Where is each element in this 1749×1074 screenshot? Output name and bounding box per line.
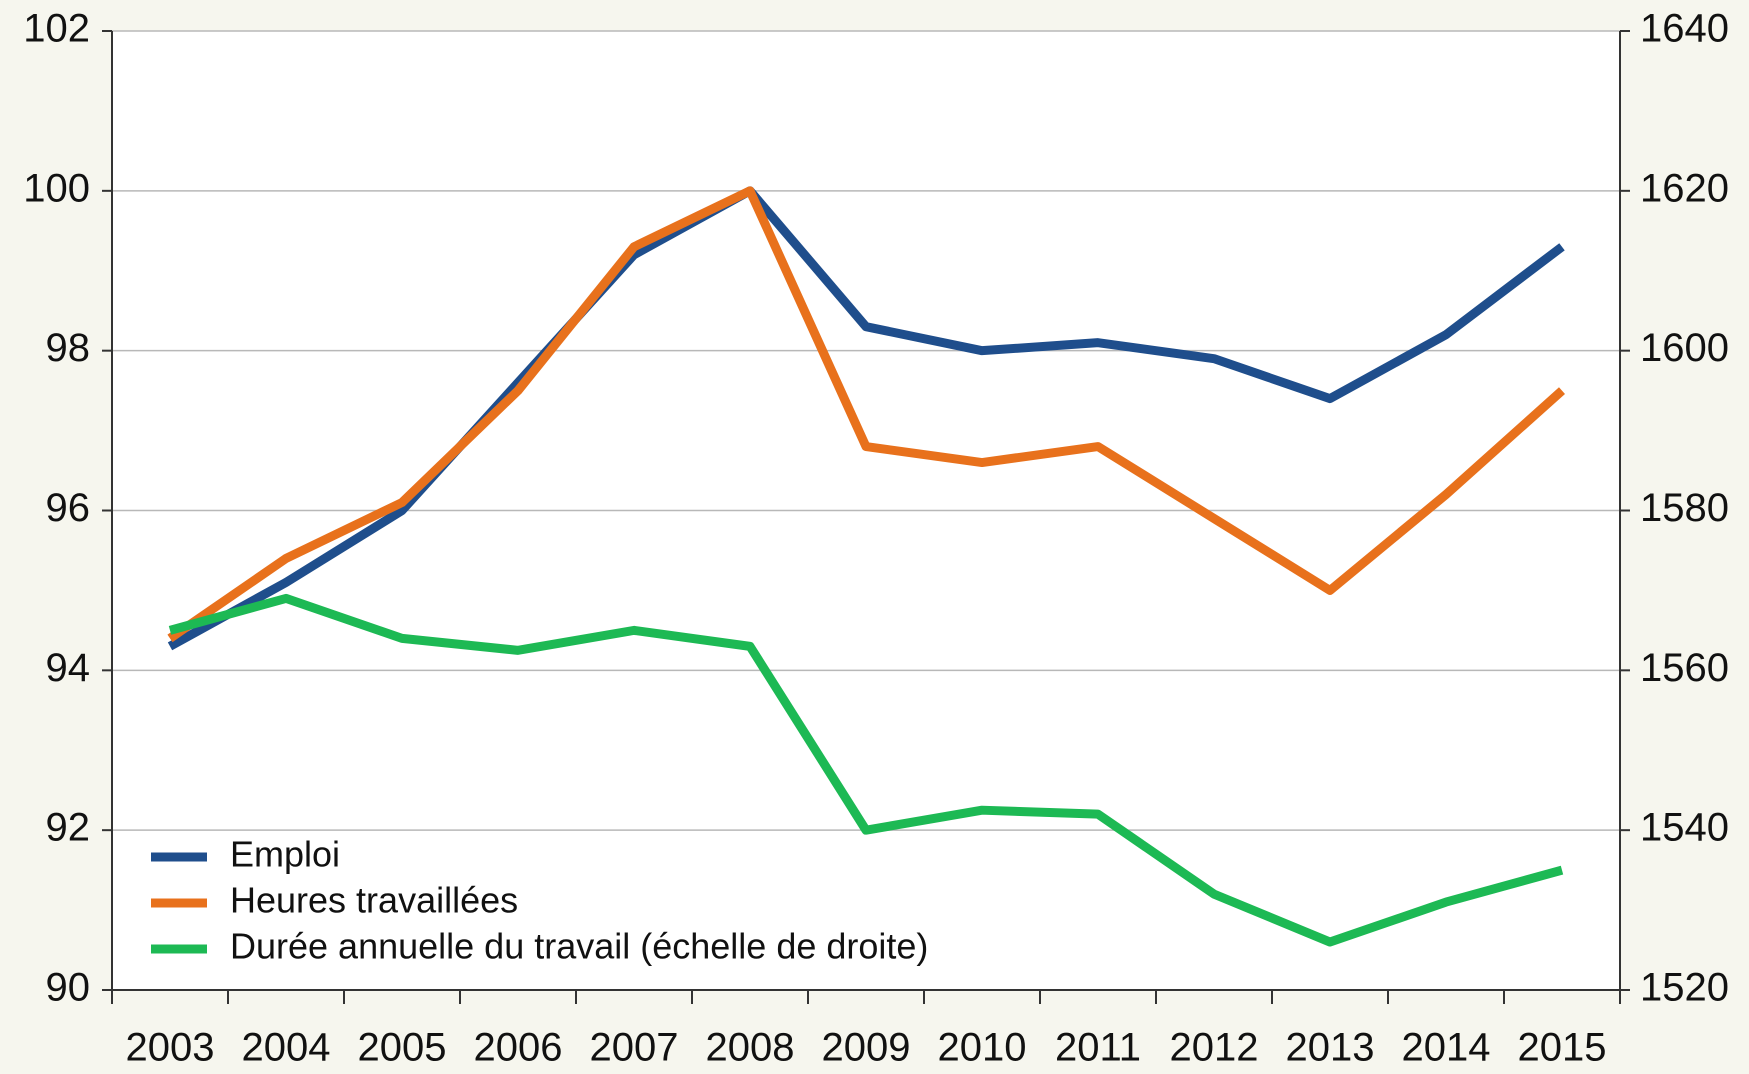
x-tick-label: 2013 xyxy=(1286,1026,1375,1070)
y-tick-label: 90 xyxy=(46,966,91,1010)
y-tick-label: 92 xyxy=(46,806,91,850)
series-line xyxy=(168,593,1564,947)
y-tick-label: 96 xyxy=(46,486,91,530)
y-tick-label: 100 xyxy=(23,166,90,210)
y2-tick-label: 1540 xyxy=(1640,806,1729,850)
series-line xyxy=(167,186,1566,643)
y2-tick-label: 1600 xyxy=(1640,326,1729,370)
x-tick-label: 2010 xyxy=(938,1026,1027,1070)
x-tick-label: 2009 xyxy=(822,1026,911,1070)
y2-tick-label: 1520 xyxy=(1640,966,1729,1010)
y2-tick-label: 1620 xyxy=(1640,166,1729,210)
x-tick-label: 2012 xyxy=(1170,1026,1259,1070)
x-tick-label: 2006 xyxy=(474,1026,563,1070)
y2-tick-label: 1640 xyxy=(1640,7,1729,51)
legend-label: Emploi xyxy=(230,834,340,875)
x-tick-label: 2015 xyxy=(1518,1026,1607,1070)
series-line xyxy=(167,186,1565,651)
x-tick-label: 2014 xyxy=(1402,1026,1491,1070)
y-tick-label: 94 xyxy=(46,646,91,690)
x-tick-label: 2004 xyxy=(242,1026,331,1070)
x-tick-label: 2011 xyxy=(1055,1026,1141,1070)
x-tick-label: 2003 xyxy=(126,1026,215,1070)
legend-label: Heures travaillées xyxy=(230,880,518,921)
y-tick-label: 102 xyxy=(23,7,90,51)
y2-tick-label: 1560 xyxy=(1640,646,1729,690)
y2-tick-label: 1580 xyxy=(1640,486,1729,530)
x-tick-label: 2008 xyxy=(706,1026,795,1070)
y-tick-label: 98 xyxy=(46,326,91,370)
legend-label: Durée annuelle du travail (échelle de dr… xyxy=(230,926,928,967)
x-tick-label: 2005 xyxy=(358,1026,447,1070)
x-tick-label: 2007 xyxy=(590,1026,679,1070)
